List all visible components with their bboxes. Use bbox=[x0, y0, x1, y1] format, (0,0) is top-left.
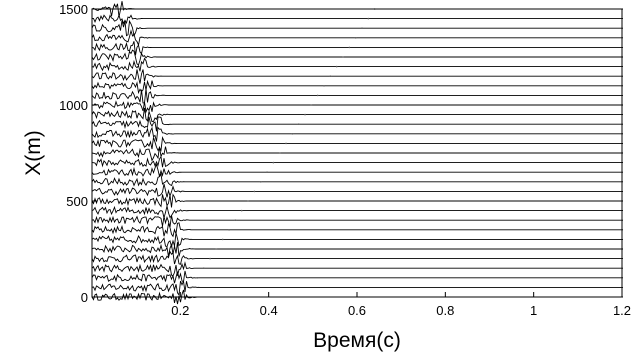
secondary-arrival-mark bbox=[209, 257, 211, 260]
x-axis-label: Время(с) bbox=[313, 329, 401, 352]
x-tick-label: 1.2 bbox=[613, 303, 631, 318]
secondary-arrival-mark bbox=[272, 161, 275, 164]
secondary-arrival-mark bbox=[367, 17, 370, 20]
seismic-trace bbox=[91, 155, 623, 168]
y-axis-label: X(m) bbox=[22, 130, 45, 176]
seismic-trace bbox=[91, 172, 623, 187]
secondary-arrival-mark bbox=[323, 85, 325, 87]
secondary-arrival-mark bbox=[335, 65, 338, 68]
secondary-arrival-mark bbox=[329, 75, 332, 77]
seismic-trace bbox=[91, 146, 623, 162]
seismic-trace bbox=[91, 116, 623, 132]
secondary-arrival-mark bbox=[228, 229, 230, 231]
secondary-arrival-mark bbox=[234, 219, 237, 221]
secondary-arrival-mark bbox=[310, 104, 313, 106]
secondary-arrival-mark bbox=[291, 133, 294, 135]
y-tick-label: 1000 bbox=[59, 98, 88, 113]
seismic-trace bbox=[91, 79, 623, 95]
seismic-trace bbox=[91, 107, 623, 123]
secondary-arrival-mark bbox=[304, 113, 306, 116]
seismic-trace bbox=[91, 183, 623, 198]
seismic-trace bbox=[91, 88, 623, 104]
secondary-arrival-mark bbox=[253, 190, 256, 193]
seismic-trace bbox=[91, 126, 623, 142]
secondary-arrival-mark bbox=[285, 142, 287, 145]
secondary-arrival-mark bbox=[297, 123, 300, 125]
secondary-arrival-mark bbox=[196, 277, 199, 279]
seismic-trace bbox=[91, 100, 623, 114]
secondary-arrival-mark bbox=[247, 200, 249, 202]
y-tick-label: 1500 bbox=[59, 2, 88, 17]
secondary-arrival-mark bbox=[354, 37, 357, 39]
seismic-trace bbox=[91, 49, 623, 66]
x-tick-label: 0.6 bbox=[348, 303, 366, 318]
secondary-arrival-mark bbox=[215, 248, 218, 250]
secondary-arrival-mark bbox=[190, 286, 192, 289]
seismic-trace bbox=[91, 222, 623, 238]
seismic-trace bbox=[91, 57, 623, 72]
traces-layer bbox=[91, 1, 623, 305]
x-tick-label: 1 bbox=[530, 303, 537, 318]
seismic-trace bbox=[91, 270, 623, 284]
seismic-trace bbox=[91, 29, 623, 47]
seismic-trace bbox=[91, 215, 623, 228]
seismic-trace bbox=[91, 69, 623, 84]
seismic-trace bbox=[91, 163, 623, 177]
x-axis-ticks: 0.2 0.4 0.6 0.8 1 1.2 bbox=[171, 292, 631, 318]
secondary-arrival-mark bbox=[259, 181, 262, 183]
seismic-trace bbox=[91, 41, 623, 56]
secondary-arrival-mark bbox=[221, 238, 224, 241]
secondary-arrival-mark bbox=[240, 209, 243, 212]
y-axis-ticks: 0 500 1000 1500 bbox=[59, 2, 97, 305]
seismic-trace bbox=[91, 232, 623, 249]
secondary-arrival-mark bbox=[316, 94, 319, 97]
y-tick-label: 500 bbox=[66, 194, 88, 209]
seismic-trace bbox=[91, 261, 623, 277]
x-tick-label: 0.4 bbox=[260, 303, 278, 318]
secondary-arrival-mark bbox=[342, 56, 344, 58]
seismic-trace bbox=[91, 19, 623, 37]
secondary-arrival-mark bbox=[266, 171, 268, 173]
y-tick-label: 0 bbox=[81, 290, 88, 305]
secondary-arrival-mark bbox=[348, 46, 351, 49]
secondary-arrival-mark bbox=[361, 27, 363, 30]
secondary-arrival-mark bbox=[202, 267, 205, 270]
seismic-trace bbox=[91, 13, 623, 25]
seismic-trace bbox=[91, 250, 623, 265]
seismic-trace bbox=[91, 193, 623, 208]
seismic-trace bbox=[91, 135, 623, 152]
x-tick-label: 0.8 bbox=[436, 303, 454, 318]
secondary-arrival-mark bbox=[278, 152, 281, 154]
seismic-trace bbox=[91, 242, 623, 257]
seismic-trace bbox=[91, 279, 623, 297]
seismic-trace bbox=[91, 205, 623, 219]
x-tick-label: 0.2 bbox=[171, 303, 189, 318]
